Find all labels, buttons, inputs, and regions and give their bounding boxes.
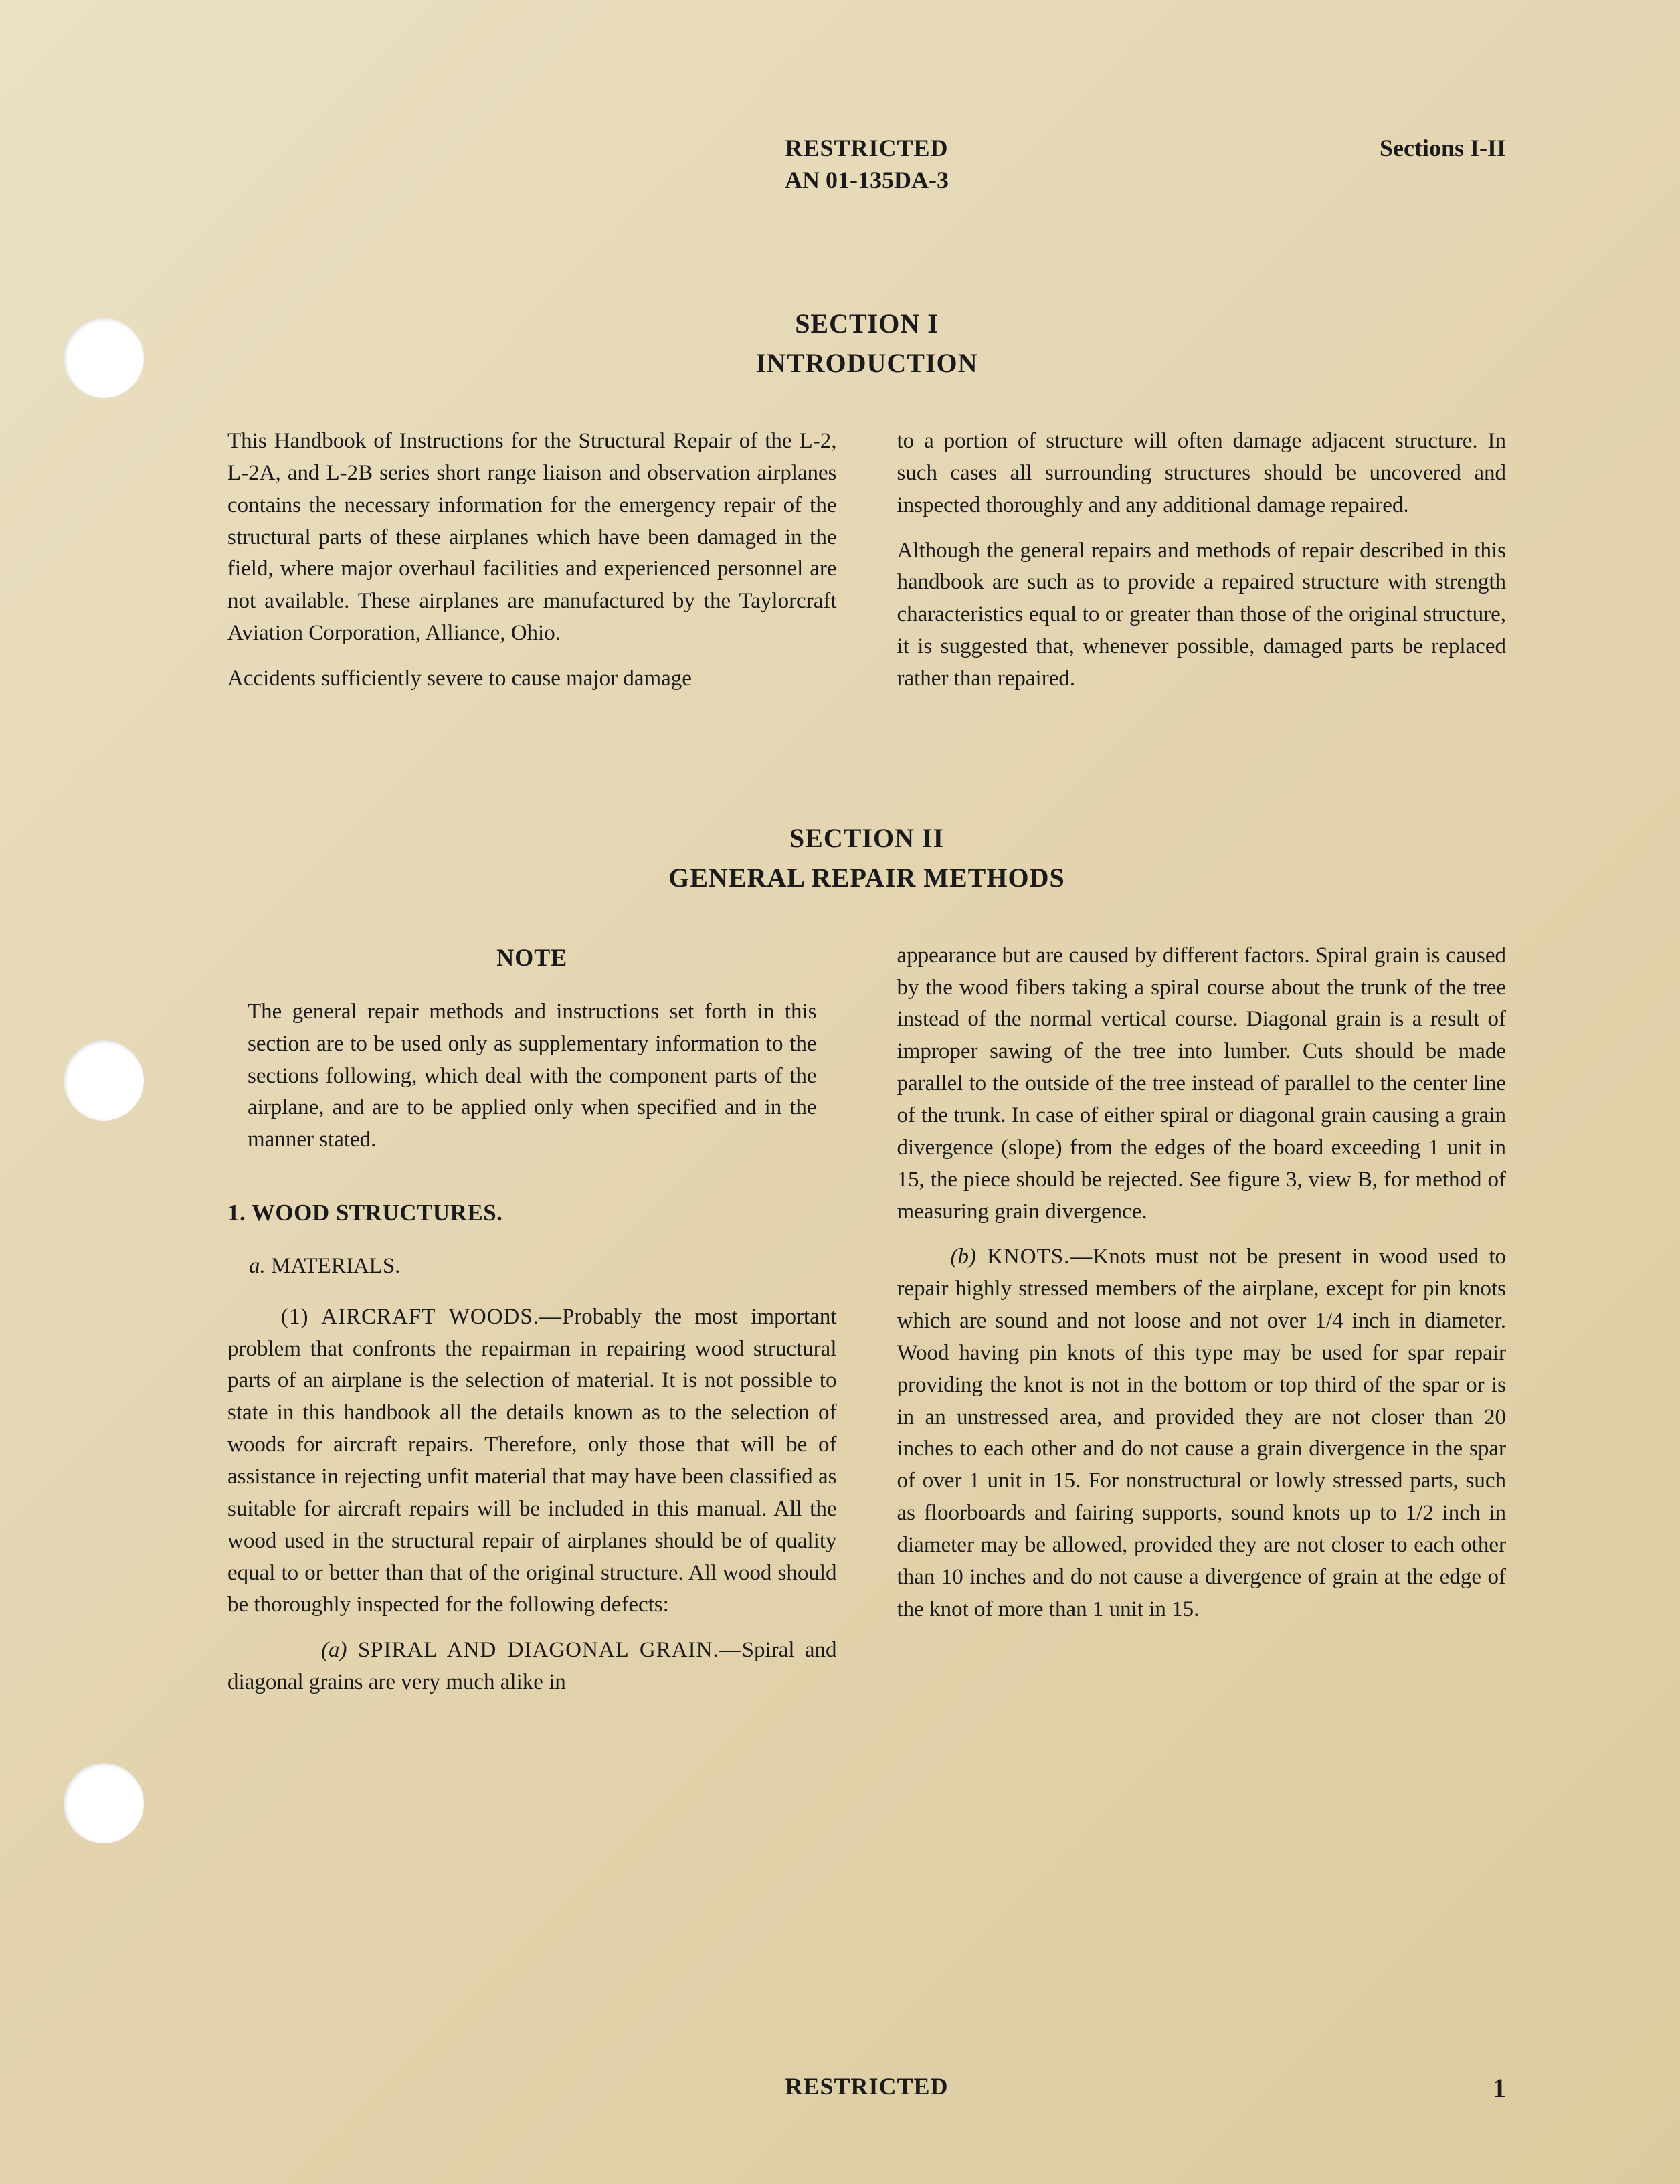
section-1-col-right: to a portion of structure will often dam…	[897, 426, 1507, 695]
section-1-label: SECTION I	[227, 308, 1506, 339]
topic-1a-text: MATERIALS.	[266, 1254, 401, 1278]
s1-c1-p1: This Handbook of Instructions for the St…	[227, 426, 837, 650]
section-1-columns: This Handbook of Instructions for the St…	[227, 426, 1506, 695]
section-2-title: GENERAL REPAIR METHODS	[227, 862, 1506, 893]
s1-c2-p2: Although the general repairs and methods…	[897, 535, 1507, 695]
section-1-col-left: This Handbook of Instructions for the St…	[227, 426, 837, 695]
note-text: The general repair methods and instructi…	[248, 996, 817, 1156]
classification-top: RESTRICTED	[227, 134, 1506, 162]
topic-1-heading: 1. WOOD STRUCTURES.	[227, 1196, 837, 1231]
page: RESTRICTED AN 01-135DA-3 Sections I-II S…	[0, 0, 1680, 2184]
punch-hole-top	[64, 318, 144, 398]
topic-1a-heading: a. MATERIALS.	[227, 1251, 837, 1283]
page-number: 1	[1493, 2072, 1506, 2104]
para-b: (b) KNOTS.—Knots must not be present in …	[897, 1241, 1507, 1625]
note-block: NOTE The general repair methods and inst…	[227, 940, 837, 1156]
page-footer: RESTRICTED 1	[227, 2072, 1506, 2104]
s2-c2-p1: appearance but are caused by different f…	[897, 940, 1507, 1228]
note-heading: NOTE	[248, 940, 817, 975]
para-1-head: (1) AIRCRAFT WOODS.—	[281, 1305, 562, 1329]
s1-c2-p1: to a portion of structure will often dam…	[897, 426, 1507, 522]
para-b-body: Knots must not be present in wood used t…	[897, 1245, 1507, 1621]
section-2-col-left: NOTE The general repair methods and inst…	[227, 940, 837, 1699]
s1-c1-p2: Accidents sufficiently severe to cause m…	[227, 663, 837, 695]
para-a-head: SPIRAL AND DIAGONAL GRAIN.—	[347, 1638, 741, 1662]
section-2-col-right: appearance but are caused by different f…	[897, 940, 1507, 1699]
para-b-label: (b)	[951, 1245, 976, 1269]
classification-bottom: RESTRICTED	[785, 2072, 948, 2100]
para-1: (1) AIRCRAFT WOODS.—Probably the most im…	[227, 1301, 837, 1621]
punch-hole-middle	[64, 1040, 144, 1121]
section-reference: Sections I-II	[1380, 134, 1506, 162]
para-b-head: KNOTS.—	[976, 1245, 1093, 1269]
para-1-body: Probably the most important problem that…	[227, 1305, 837, 1617]
section-1: SECTION I INTRODUCTION This Handbook of …	[227, 308, 1506, 695]
punch-hole-bottom	[64, 1763, 144, 1843]
section-2: SECTION II GENERAL REPAIR METHODS NOTE T…	[227, 822, 1506, 1699]
para-a-label: (a)	[321, 1638, 347, 1662]
section-2-label: SECTION II	[227, 822, 1506, 854]
para-a: (a) SPIRAL AND DIAGONAL GRAIN.—Spiral an…	[227, 1635, 837, 1699]
document-number: AN 01-135DA-3	[227, 166, 1506, 194]
section-2-columns: NOTE The general repair methods and inst…	[227, 940, 1506, 1699]
page-header: RESTRICTED AN 01-135DA-3 Sections I-II	[227, 134, 1506, 194]
section-1-title: INTRODUCTION	[227, 347, 1506, 379]
topic-1a-label: a.	[249, 1254, 266, 1278]
